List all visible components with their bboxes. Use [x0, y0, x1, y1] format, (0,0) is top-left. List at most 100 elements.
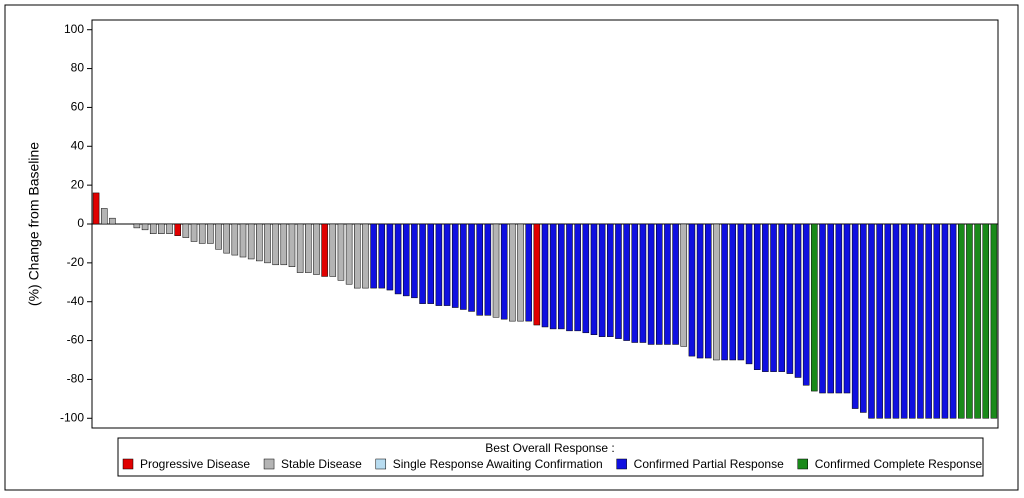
bar [541, 223, 549, 328]
bar [435, 223, 443, 306]
legend-label: Stable Disease [281, 457, 362, 471]
bar [313, 223, 320, 275]
bar [664, 223, 671, 345]
bar [933, 223, 941, 419]
y-tick-label: 80 [71, 61, 85, 75]
bar [149, 223, 157, 234]
bar [672, 223, 679, 345]
bar [566, 223, 573, 332]
bar [305, 223, 312, 273]
bar [337, 223, 345, 281]
bar [239, 223, 247, 258]
bar [419, 223, 426, 304]
bar [762, 223, 769, 372]
bar [558, 223, 565, 330]
bar [688, 223, 696, 357]
legend-swatch [616, 458, 627, 470]
y-tick-label: -60 [67, 333, 85, 347]
bar [402, 223, 410, 297]
bar [647, 223, 655, 345]
bar [656, 223, 663, 345]
bar [411, 223, 418, 299]
bar [680, 223, 688, 347]
bar [615, 223, 622, 339]
bar [321, 223, 328, 277]
bar [631, 223, 639, 343]
bar [819, 223, 826, 394]
y-tick-label: -80 [67, 372, 85, 386]
bar [884, 223, 892, 419]
legend-swatch [122, 458, 134, 470]
bar [272, 223, 279, 266]
bar [982, 223, 990, 419]
bar [713, 223, 720, 361]
bar [280, 223, 288, 266]
y-tick-label: 100 [64, 22, 84, 36]
legend-title: Best Overall Response : [485, 441, 614, 455]
bar [198, 223, 206, 244]
bar [484, 223, 492, 316]
bar [917, 223, 924, 419]
bar [443, 223, 451, 306]
legend-label: Confirmed Complete Response [815, 457, 983, 471]
bar [876, 223, 883, 419]
bar [378, 223, 386, 289]
bar [900, 223, 908, 419]
bar [468, 223, 475, 312]
bar [925, 223, 932, 419]
bar [990, 223, 998, 419]
bar [133, 223, 141, 229]
bar [811, 223, 818, 392]
bar [223, 223, 230, 254]
bar [574, 223, 581, 332]
legend-swatch [263, 458, 275, 470]
bar [207, 223, 214, 244]
y-tick-label: 60 [71, 100, 85, 114]
bar [190, 223, 198, 242]
bar [737, 223, 745, 361]
y-tick-label: -40 [67, 294, 85, 308]
bar [598, 223, 606, 337]
bar [158, 223, 165, 234]
bar [966, 223, 973, 419]
y-tick-label: 0 [77, 216, 84, 230]
bar [100, 208, 108, 225]
bar [362, 223, 369, 289]
bar [851, 223, 859, 409]
bar [264, 223, 271, 264]
bar [770, 223, 777, 372]
bar [958, 223, 965, 419]
bar [141, 223, 149, 231]
bar [386, 223, 394, 291]
bar [509, 223, 516, 322]
bar [92, 192, 100, 225]
bar [778, 223, 785, 372]
bar [329, 223, 337, 277]
bar [607, 223, 614, 337]
bar [370, 223, 377, 289]
bar [941, 223, 949, 419]
bar [868, 223, 875, 419]
bar [835, 223, 843, 394]
bar [451, 223, 459, 308]
bar [288, 223, 296, 267]
bar [525, 223, 532, 322]
bar [394, 223, 402, 295]
bar [174, 223, 181, 236]
bar [345, 223, 353, 285]
bar [696, 223, 704, 359]
bar [827, 223, 834, 394]
legend-label: Progressive Disease [140, 457, 250, 471]
bar [492, 223, 500, 318]
bar [215, 223, 222, 250]
bar [296, 223, 304, 273]
bar [590, 223, 598, 335]
bar [549, 223, 557, 330]
bar [354, 223, 361, 289]
bar [517, 223, 524, 322]
bar [786, 223, 794, 374]
bar [729, 223, 736, 361]
bar [166, 223, 173, 234]
bar [949, 223, 957, 419]
